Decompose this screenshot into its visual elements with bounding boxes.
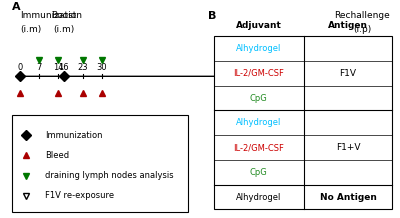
Text: (i.m): (i.m): [53, 25, 74, 34]
Text: No Antigen: No Antigen: [320, 192, 376, 202]
Text: Alhydrogel: Alhydrogel: [236, 118, 282, 127]
Text: Alhydrogel: Alhydrogel: [236, 44, 282, 53]
Text: A: A: [12, 2, 21, 12]
Text: 133: 133: [373, 63, 389, 72]
Text: 7: 7: [36, 63, 42, 72]
Text: F1+V: F1+V: [336, 143, 360, 152]
Text: 126: 126: [354, 63, 370, 72]
Text: 30: 30: [96, 63, 107, 72]
Text: Bleed: Bleed: [45, 151, 69, 160]
Text: IL-2/GM-CSF: IL-2/GM-CSF: [233, 143, 284, 152]
Text: draining lymph nodes analysis: draining lymph nodes analysis: [45, 171, 174, 180]
Text: 0: 0: [18, 63, 23, 72]
Text: Alhydrogel: Alhydrogel: [236, 192, 282, 202]
Text: Boost: Boost: [51, 11, 76, 20]
Text: IL-2/GM-CSF: IL-2/GM-CSF: [233, 69, 284, 78]
Text: CpG: CpG: [250, 168, 268, 177]
Text: Immunization: Immunization: [20, 11, 82, 20]
Text: Adjuvant: Adjuvant: [236, 21, 282, 30]
Text: B: B: [208, 11, 216, 21]
Text: Rechallenge: Rechallenge: [334, 11, 390, 20]
Bar: [214, 36, 392, 209]
Text: Immunization: Immunization: [45, 131, 102, 140]
Text: 23: 23: [77, 63, 88, 72]
Text: 16: 16: [58, 63, 69, 72]
Text: Antigen: Antigen: [328, 21, 368, 30]
Text: 14: 14: [53, 63, 63, 72]
Text: CpG: CpG: [250, 94, 268, 102]
Text: F1V: F1V: [340, 69, 356, 78]
Text: (i.m): (i.m): [20, 25, 41, 34]
Text: F1V re-exposure: F1V re-exposure: [45, 191, 114, 200]
Text: (i.p): (i.p): [353, 25, 371, 34]
